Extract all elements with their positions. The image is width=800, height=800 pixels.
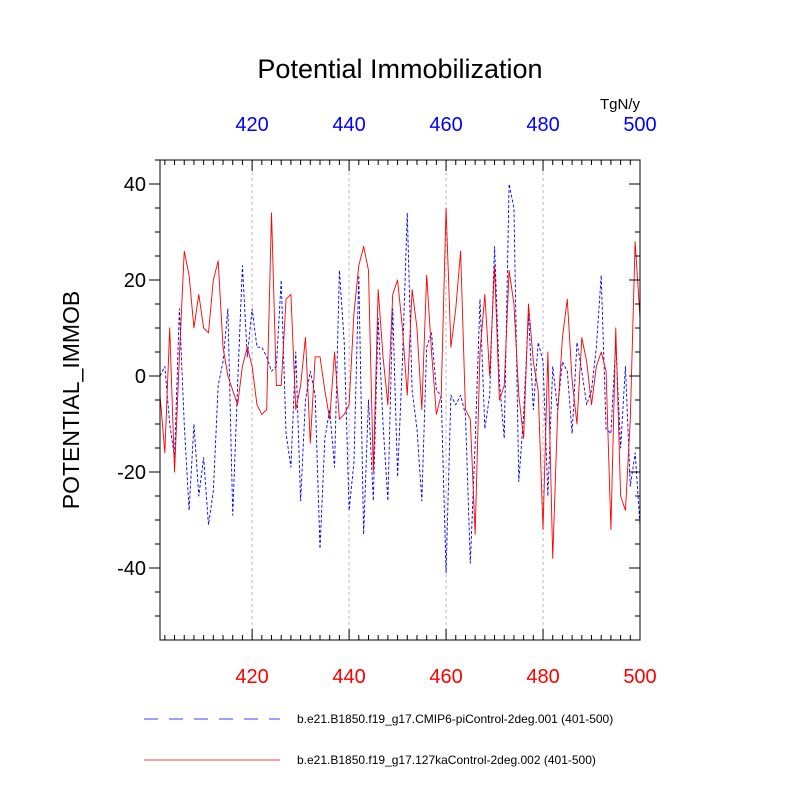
x-tick-label-top: 460 <box>429 114 462 136</box>
legend-label-piControl: b.e21.B1850.f19_g17.CMIP6-piControl-2deg… <box>297 712 613 726</box>
axes-group: 420 420 440 440 460 460 480 480 500 500 40 20 0 -20 -4… <box>117 114 657 688</box>
series-line-1 <box>160 207 640 559</box>
y-tick-label: -40 <box>117 558 146 580</box>
y-tick-label: 20 <box>124 270 146 292</box>
series-line-0 <box>160 183 640 574</box>
x-tick-label-bottom: 460 <box>429 666 462 688</box>
x-tick-label-bottom: 420 <box>235 666 268 688</box>
x-tick-label-bottom: 440 <box>332 666 365 688</box>
legend: b.e21.B1850.f19_g17.CMIP6-piControl-2deg… <box>144 712 613 767</box>
x-tick-label-top: 420 <box>235 114 268 136</box>
x-tick-label-top: 440 <box>332 114 365 136</box>
y-axis-label: POTENTIAL_IMMOB <box>58 291 84 510</box>
x-tick-label-top: 500 <box>623 114 656 136</box>
series-group <box>160 183 640 574</box>
chart-title: Potential Immobilization <box>257 54 542 84</box>
x-tick-label-bottom: 480 <box>526 666 559 688</box>
units-label: TgN/y <box>600 96 641 113</box>
legend-label-127kaControl: b.e21.B1850.f19_g17.127kaControl-2deg.00… <box>297 753 596 767</box>
x-tick-label-top: 480 <box>526 114 559 136</box>
y-tick-label: -20 <box>117 462 146 484</box>
y-tick-label: 0 <box>135 366 146 388</box>
x-tick-label-bottom: 500 <box>623 666 656 688</box>
plot-frame <box>159 159 641 641</box>
y-tick-label: 40 <box>124 174 146 196</box>
